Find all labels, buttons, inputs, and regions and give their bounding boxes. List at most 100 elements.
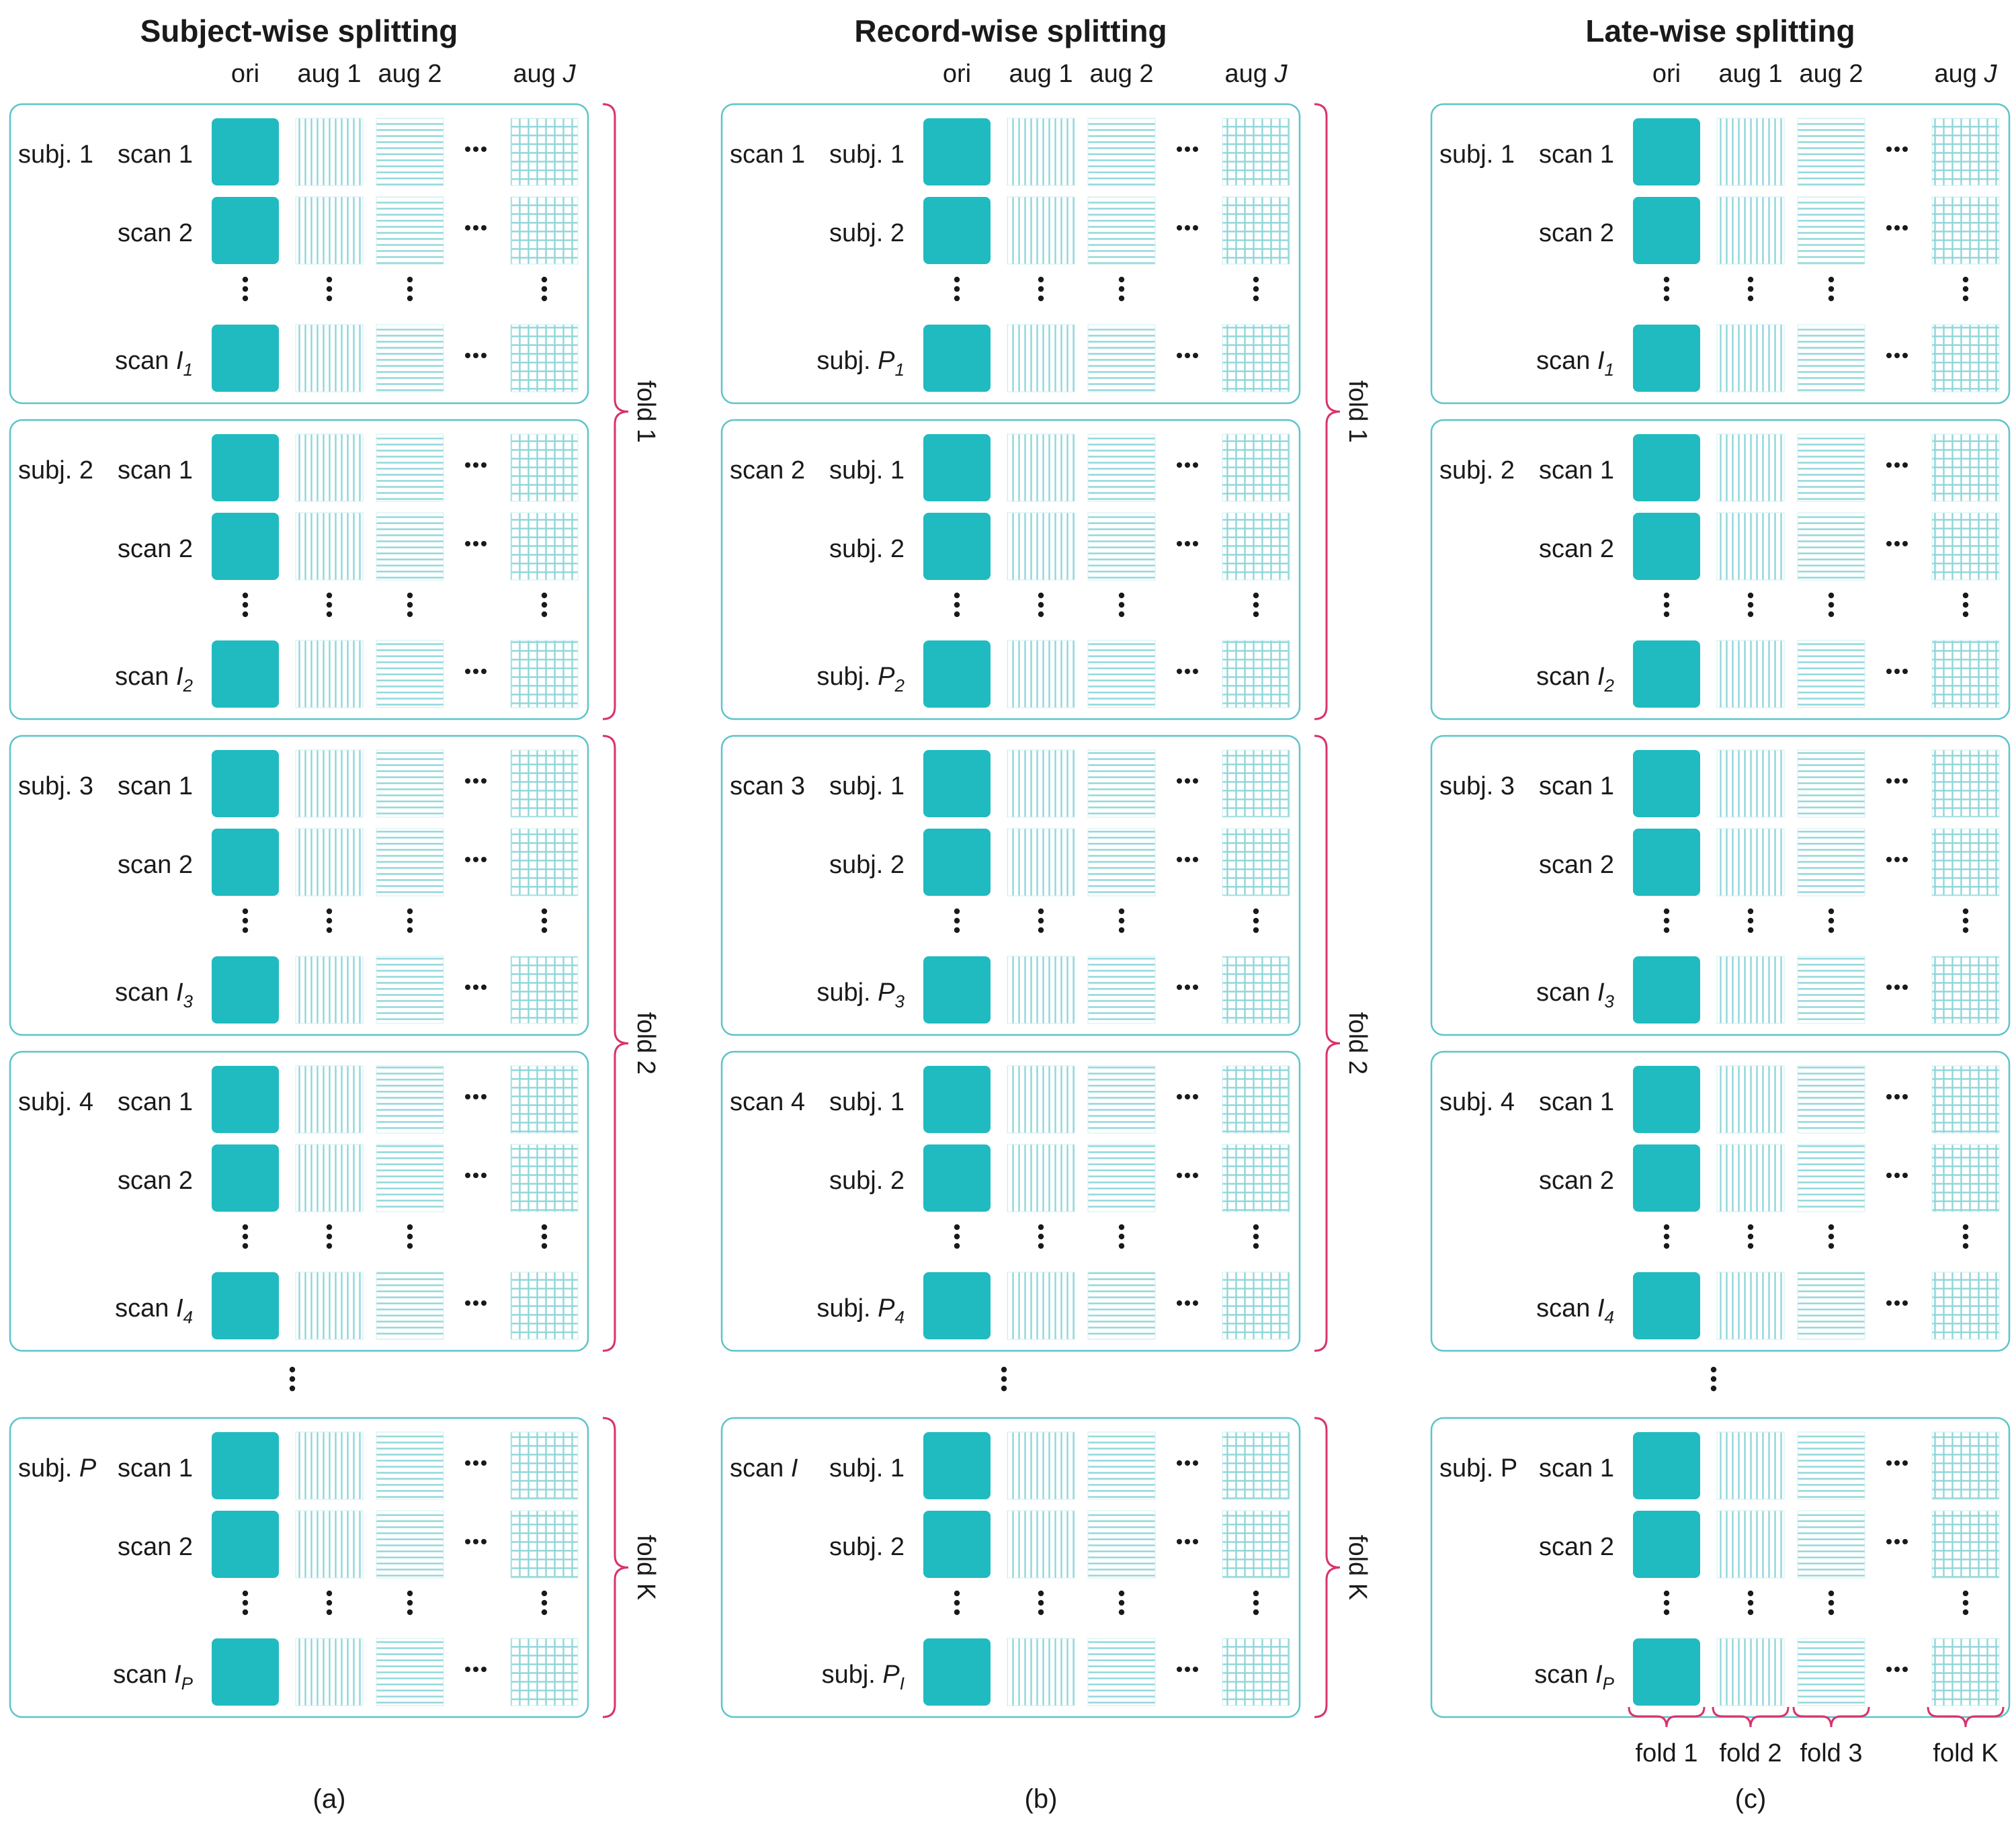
panel-c-group-4-row-3-ellipsis-dot xyxy=(1894,1300,1900,1306)
panel-b-group-3-row-1-augmented-block-3 xyxy=(1222,749,1290,818)
panel-b-group-4-row-2-ellipsis-dot xyxy=(1177,1173,1182,1178)
panel-b-group-2-vdots-1-dot xyxy=(1038,611,1044,618)
panel-a-group-3-vdots-3-dot xyxy=(541,917,548,924)
panel-b-group-5-row-1-ellipsis-dot xyxy=(1193,1460,1198,1466)
panel-c-group-1-row-1-ellipsis xyxy=(1886,147,1908,152)
panel-a-group-5-row-2-augmented-block-3 xyxy=(510,1510,579,1579)
panel-c-group-2-row-2-label: scan 2 xyxy=(1539,535,1614,563)
panel-c-group-5-row-1-ellipsis xyxy=(1886,1460,1908,1466)
panel-c-group-3-row-1-ellipsis-dot xyxy=(1886,778,1892,784)
panel-b-column-header-3: aug J xyxy=(1225,60,1288,88)
panel-a-group-2-outer-label: subj. 2 xyxy=(18,456,93,485)
panel-c-group-5-vdots-2-dot xyxy=(1828,1590,1835,1597)
panel-b-caption: (b) xyxy=(1025,1784,1058,1814)
panel-c-group-4-row-2-ellipsis-dot xyxy=(1886,1173,1892,1178)
panel-b-group-5-row-2-augmented-block-2 xyxy=(1087,1510,1156,1579)
panel-b-group-3-vdots-0 xyxy=(954,908,960,933)
panel-b-fold-label-2: fold 2 xyxy=(1343,1012,1372,1075)
panel-a-group-1-row-2-original-block xyxy=(212,197,279,264)
panel-b-group-2-vdots-1-dot xyxy=(1038,592,1044,599)
panel-c-group-2-vdots-0-dot xyxy=(1663,592,1670,599)
panel-b-group-2-vdots-3 xyxy=(1253,592,1259,618)
panel-c-group-5-row-2-ellipsis-dot xyxy=(1902,1539,1908,1544)
panel-a-group-2-vdots-0-dot xyxy=(242,592,249,599)
panel-b-group-4-row-2-augmented-block-1 xyxy=(1007,1144,1075,1212)
panel-b-group-5-vdots-3-dot xyxy=(1253,1609,1259,1616)
panel-a-group-1-row-3-ellipsis xyxy=(465,353,487,358)
panel-b-group-4-row-1-augmented-block-1 xyxy=(1007,1065,1075,1134)
panel-c-group-2-vdots-3-dot xyxy=(1962,611,1969,618)
panel-c-group-1-row-2-ellipsis xyxy=(1886,225,1908,231)
panel-b-groups-ellipsis-dot xyxy=(1001,1366,1007,1373)
panel-a-group-1-vdots-3-dot xyxy=(541,286,548,292)
panel-b-group-1-row-1-augmented-block-1 xyxy=(1007,118,1075,186)
panel-a-group-4-row-1-augmented-block-3 xyxy=(510,1065,579,1134)
panel-b-group-5-row-1-original-block xyxy=(923,1432,991,1499)
panel-b-group-3-vdots-0-dot xyxy=(954,927,960,933)
panel-a-group-3-row-2-ellipsis-dot xyxy=(473,857,478,862)
panel-b-group-5-vdots-0 xyxy=(954,1590,960,1616)
panel-b-group-5-row-3-ellipsis-dot xyxy=(1177,1667,1182,1672)
panel-c-group-2-row-1-ellipsis-dot xyxy=(1902,462,1908,468)
panel-b-group-3-vdots-2-dot xyxy=(1118,908,1125,915)
panel-b-group-2-vdots-1 xyxy=(1038,592,1044,618)
panel-a-group-3-vdots-1-dot xyxy=(326,917,333,924)
panel-c-group-3-vdots-2-dot xyxy=(1828,908,1835,915)
panel-b-group-1-row-1-ellipsis-dot xyxy=(1185,147,1190,152)
panel-c-group-4-row-3-ellipsis-dot xyxy=(1886,1300,1892,1306)
panel-b-group-1-row-3-original-block xyxy=(923,325,991,392)
panel-a-group-5-row-1-label: scan 1 xyxy=(118,1454,193,1483)
panel-c-caption: (c) xyxy=(1735,1784,1767,1814)
panel-c-bottom-fold-label-4: fold K xyxy=(1933,1739,1998,1767)
panel-c-group-1-row-3-ellipsis-dot xyxy=(1886,353,1892,358)
panel-a-group-1-vdots-1 xyxy=(326,276,333,302)
panel-a-group-2-row-1-ellipsis-dot xyxy=(481,462,487,468)
panel-c-group-4-row-2-ellipsis-dot xyxy=(1894,1173,1900,1178)
panel-a-caption: (a) xyxy=(313,1784,346,1814)
panel-b-group-2-vdots-0-dot xyxy=(954,592,960,599)
panel-a-fold-label-3: fold K xyxy=(632,1535,660,1600)
panel-c-group-4-row-1-label: scan 1 xyxy=(1539,1088,1614,1116)
panel-c-group-5-row-3-ellipsis xyxy=(1886,1667,1908,1672)
panel-b-group-1-row-2-augmented-block-3 xyxy=(1222,196,1290,265)
panel-b-group-3-row-3-original-block xyxy=(923,956,991,1024)
panel-a-group-1-vdots-0-dot xyxy=(242,276,249,283)
panel-a-group-3-row-2-ellipsis xyxy=(465,857,487,862)
panel-a-group-3-vdots-2-dot xyxy=(407,927,413,933)
panel-c-group-2-vdots-0-dot xyxy=(1663,611,1670,618)
panel-c-group-2-outer-label: subj. 2 xyxy=(1439,456,1515,485)
panel-c-group-1-vdots-3-dot xyxy=(1962,295,1969,302)
panel-b-group-5-row-3-augmented-block-2 xyxy=(1087,1638,1156,1706)
panel-c-bottom-fold-label-3: fold 3 xyxy=(1800,1739,1863,1767)
panel-c-group-3-row-2-augmented-block-1 xyxy=(1716,828,1785,896)
panel-b-group-2-row-2-ellipsis xyxy=(1177,541,1198,546)
panel-c-group-4-vdots-2 xyxy=(1828,1224,1835,1249)
panel-a-group-2-row-3-augmented-block-1 xyxy=(295,640,364,708)
panel-c-group-1-row-2-ellipsis-dot xyxy=(1894,225,1900,231)
panel-a-group-1-row-1-label: scan 1 xyxy=(118,140,193,169)
panel-c-group-1-vdots-1-dot xyxy=(1747,276,1754,283)
panel-a-group-1-row-3-augmented-block-3 xyxy=(510,324,579,392)
panel-b-group-5-row-1-label: subj. 1 xyxy=(829,1454,905,1483)
panel-b-group-4-row-1-ellipsis-dot xyxy=(1193,1094,1198,1099)
panel-c-group-3-row-2-original-block xyxy=(1633,829,1700,896)
panel-a-group-5-row-1-augmented-block-1 xyxy=(295,1431,364,1500)
panel-c-group-3-row-2-label: scan 2 xyxy=(1539,851,1614,879)
panel-b-column-header-2: aug 2 xyxy=(1089,60,1153,88)
panel-b-group-4-vdots-1-dot xyxy=(1038,1233,1044,1240)
panel-a-group-3-row-2-label: scan 2 xyxy=(118,851,193,879)
panel-a-title: Subject-wise splitting xyxy=(140,13,458,48)
panel-b-group-4-row-1-original-block xyxy=(923,1066,991,1133)
panel-b-group-5-row-2-ellipsis-dot xyxy=(1177,1539,1182,1544)
panel-c-group-1-row-3-augmented-block-3 xyxy=(1931,324,2000,392)
panel-b-group-3-row-1-augmented-block-1 xyxy=(1007,749,1075,818)
panel-a-group-1-row-3-ellipsis-dot xyxy=(481,353,487,358)
panel-a-group-2-row-1-label: scan 1 xyxy=(118,456,193,485)
panel-b-group-5-row-3-ellipsis xyxy=(1177,1667,1198,1672)
panel-c-group-2-row-2-ellipsis-dot xyxy=(1902,541,1908,546)
panel-b-group-5-row-3-label: subj. PI xyxy=(822,1661,905,1694)
panel-a-group-3-vdots-1 xyxy=(326,908,333,933)
panel-a-group-1-row-3-label: scan I1 xyxy=(115,347,193,380)
panel-b-group-4-vdots-2 xyxy=(1118,1224,1125,1249)
panel-a-group-4-vdots-2-dot xyxy=(407,1243,413,1249)
